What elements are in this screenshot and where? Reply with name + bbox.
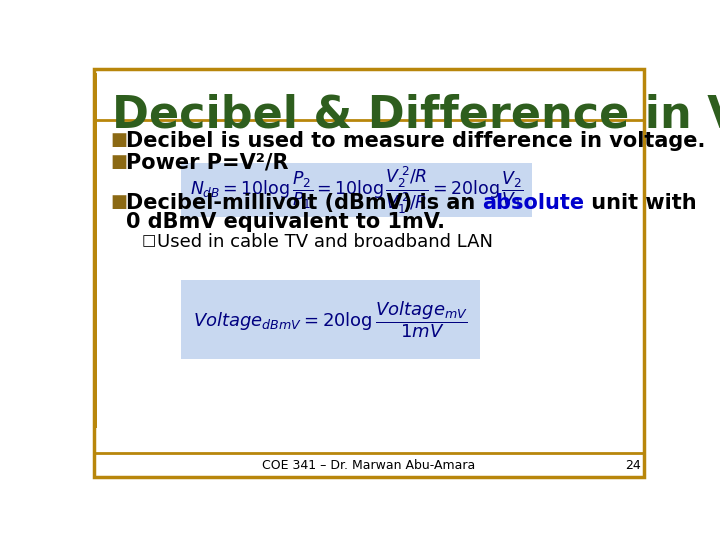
FancyBboxPatch shape <box>94 72 97 428</box>
Text: $\mathit{Voltage}_{dBmV} = 20\log\dfrac{\mathit{Voltage}_{mV}}{1mV}$: $\mathit{Voltage}_{dBmV} = 20\log\dfrac{… <box>193 299 468 340</box>
Text: ■: ■ <box>110 193 127 211</box>
Text: Decibel & Difference in Voltage: Decibel & Difference in Voltage <box>112 94 720 137</box>
Text: Used in cable TV and broadband LAN: Used in cable TV and broadband LAN <box>157 233 492 252</box>
FancyBboxPatch shape <box>181 280 480 359</box>
Text: ■: ■ <box>110 153 127 171</box>
Text: Power P=V²/R: Power P=V²/R <box>126 153 288 173</box>
Text: ■: ■ <box>110 131 127 149</box>
Text: 24: 24 <box>625 458 640 472</box>
FancyBboxPatch shape <box>181 164 532 217</box>
Text: Decibel is used to measure difference in voltage.: Decibel is used to measure difference in… <box>126 131 705 151</box>
Text: unit with: unit with <box>584 193 697 213</box>
Text: Decibel-millivolt (dBmV) is an: Decibel-millivolt (dBmV) is an <box>126 193 482 213</box>
Text: absolute: absolute <box>482 193 584 213</box>
Text: □: □ <box>141 233 156 248</box>
Text: $N_{dB} = 10\log\dfrac{P_2}{P_1} = 10\log\dfrac{V_2^{\,2}/R}{V_1^{\,2}/R} = 20\l: $N_{dB} = 10\log\dfrac{P_2}{P_1} = 10\lo… <box>189 165 523 216</box>
Text: 0 dBmV equivalent to 1mV.: 0 dBmV equivalent to 1mV. <box>126 212 445 232</box>
Text: COE 341 – Dr. Marwan Abu-Amara: COE 341 – Dr. Marwan Abu-Amara <box>262 458 476 472</box>
